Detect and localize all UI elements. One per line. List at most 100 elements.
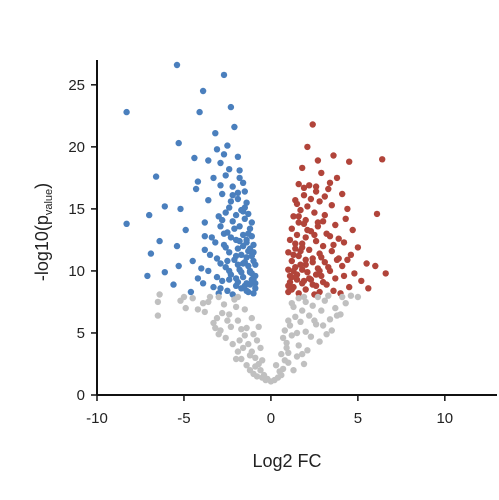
data-point-ns [321,297,328,304]
data-point-down [196,108,203,116]
data-point-ns [304,347,311,354]
data-point-ns [300,360,308,368]
data-point-down [234,189,242,196]
data-point-down [175,262,182,270]
data-point-down [229,183,236,190]
data-point-up [304,226,311,234]
data-point-down [147,250,155,257]
data-point-ns [314,293,322,301]
data-point-ns [323,331,330,338]
data-point-ns [241,306,248,313]
data-point-down [213,146,221,153]
data-point-up [319,218,327,225]
data-point-down [201,246,208,253]
data-point-up [373,210,381,218]
y-tick-label: 5 [77,325,85,342]
data-point-ns [243,362,250,369]
data-point-up [288,257,295,265]
data-point-up [292,245,299,252]
data-point-down [212,130,219,137]
data-point-down [161,269,168,276]
data-point-down [210,174,217,182]
data-point-ns [182,304,189,312]
data-point-down [191,154,198,162]
data-point-ns [253,373,261,380]
data-point-down [231,225,238,232]
points-layer [123,61,389,385]
data-point-up [302,234,309,241]
data-point-up [307,195,315,203]
data-point-up [372,262,379,270]
data-point-down [217,182,224,189]
data-point-ns [283,344,290,352]
data-point-down [246,245,254,252]
data-point-down [205,157,212,164]
data-point-ns [232,355,240,363]
data-point-up [312,271,320,278]
data-point-down [173,61,181,69]
data-point-up [344,205,351,213]
data-point-down [243,287,250,294]
data-point-up [333,174,341,182]
data-point-down [245,210,252,218]
data-point-down [227,198,235,205]
data-point-down [234,153,242,160]
data-point-ns [306,312,313,319]
data-point-up [311,209,318,216]
data-point-down [156,237,163,245]
data-point-ns [194,306,202,313]
data-point-up [290,267,297,275]
data-point-up [314,219,322,226]
data-point-up [332,221,339,229]
data-point-down [246,225,254,232]
data-point-up [309,121,316,128]
data-point-down [234,261,242,268]
data-point-ns [278,350,285,358]
data-point-ns [297,318,304,325]
data-point-up [299,164,306,172]
data-point-down [161,203,168,210]
data-point-ns [246,352,254,359]
data-point-up [285,282,292,289]
data-point-down [205,197,212,204]
data-point-down [239,231,247,239]
data-point-ns [347,292,355,299]
data-point-up [318,169,325,177]
data-point-ns [257,367,264,374]
data-point-down [222,209,229,216]
data-point-up [312,188,320,195]
data-point-down [222,244,229,251]
data-point-up [286,272,294,280]
data-point-down [182,226,189,234]
data-point-up [332,275,339,282]
data-point-ns [238,355,245,363]
data-point-down [250,290,257,297]
data-point-down [232,275,240,282]
data-point-down [189,257,196,265]
data-point-ns [272,362,280,369]
data-point-ns [295,295,302,302]
data-point-ns [219,309,226,317]
data-point-ns [307,333,315,340]
data-point-ns [213,314,221,322]
data-point-up [325,264,332,271]
data-point-up [339,262,346,270]
data-point-ns [234,317,242,324]
data-point-down [220,71,228,79]
data-point-up [309,281,316,288]
data-point-up [290,251,297,258]
data-point-down [213,273,221,281]
data-point-down [243,236,250,244]
data-point-up [300,277,308,285]
y-axis-title-subscript: value [43,189,55,215]
data-point-up [288,225,295,232]
data-point-down [241,204,248,211]
data-point-up [302,261,309,268]
data-point-down [241,215,248,222]
data-point-ns [201,308,208,316]
data-point-up [295,213,302,220]
data-point-down [238,251,245,258]
data-point-ns [255,323,262,330]
data-point-down [213,255,221,262]
data-point-up [285,249,292,256]
